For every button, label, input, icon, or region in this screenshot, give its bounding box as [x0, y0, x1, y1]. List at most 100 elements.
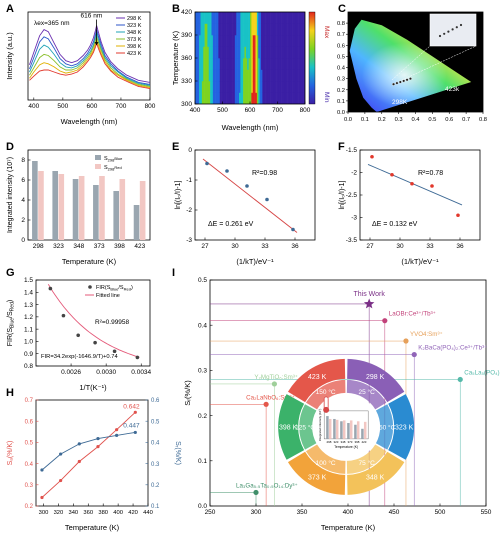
panel-i-ring-inner-label-0: 25 °C: [358, 388, 375, 396]
panel-b-heat-cell: [215, 58, 218, 70]
panel-b-heat-cell: [288, 23, 291, 36]
panel-b-heat-cell: [240, 35, 243, 47]
panel-b-heat-cell: [207, 12, 210, 24]
panel-i-inset-xtick: 423: [361, 440, 366, 444]
panel-d-xlabel: Temperature (K): [62, 257, 117, 266]
panel-b-heat-cell: [255, 58, 258, 70]
panel-b-heat-cell: [210, 58, 212, 70]
panel-d-bar-red-5: [139, 181, 146, 240]
panel-b-heat-cell: [296, 58, 299, 70]
panel-data-point-3: [430, 184, 434, 188]
panel-b-heat-cell: [234, 46, 237, 59]
panel-b-heat-cell: [197, 12, 200, 24]
panel-b-heat-cell: [245, 58, 248, 70]
panel-b-heat-cell: [251, 81, 254, 93]
panel-b-heat-cell: [258, 12, 260, 24]
panel-i-inset-xlabel: Temperature (K): [334, 445, 358, 449]
panel-b-heat-cell: [195, 23, 197, 36]
panel-i-inset-bar: [361, 428, 364, 439]
panel-b-heat-cell: [262, 92, 265, 104]
panel-b-heat-cell: [241, 92, 244, 104]
panel-b-heat-cell: [207, 69, 210, 82]
panel-ytick-label: -3: [351, 215, 357, 222]
panel-b-heat-cell: [284, 23, 287, 36]
panel-b-heat-cell: [255, 81, 258, 93]
panel-b-heat-cell: [225, 46, 227, 59]
panel-b-heat-cell: [285, 92, 288, 104]
panel-i-label-4: Ca₅La₅(PO₄)₂SiO₄F₂:Ce³⁺/Mn²⁺: [464, 369, 500, 376]
panel-i-inset-bar: [342, 420, 346, 439]
panel-fit-line: [202, 158, 298, 233]
panel-b-heat-cell: [240, 46, 243, 59]
panel-a-series-3: [29, 35, 150, 87]
panel-b-heat-cell: [207, 46, 210, 59]
panel-i-inset-bar: [347, 423, 350, 439]
panel-b-heat-cell: [201, 58, 204, 70]
panel-h-sensitivity: 300 320 340 360 380 400 420 440 0.2 0.3 0.4 0.5 0.6 0…: [7, 398, 181, 532]
panel-data-point-2: [410, 181, 414, 186]
panel-b-heat-cell: [272, 46, 274, 59]
panel-b-heat-cell: [269, 58, 271, 70]
panel-b-heat-cell: [236, 23, 238, 36]
panel-letter-a: A: [6, 3, 14, 15]
panel-b-heat-cell: [204, 12, 207, 24]
panel-b-heat-cell: [269, 81, 271, 93]
panel-b-heat-cell: [288, 12, 291, 24]
panel-c-white-region: [349, 19, 472, 112]
panel-b-heat-cell: [300, 23, 303, 36]
panel-b-heat-cell: [210, 92, 212, 104]
panel-b-heat-cell: [199, 23, 201, 36]
panel-i-xtick-label: 300: [251, 509, 262, 516]
panel-i-inset-xtick: 398: [354, 440, 359, 444]
panel-b-heat-cell: [280, 58, 282, 70]
panel-b-heat-cell: [284, 81, 287, 93]
panel-b-heat-cell: [250, 23, 252, 36]
panel-b-heat-cell: [292, 35, 295, 47]
panel-b-heat-cell: [267, 92, 270, 104]
panel-b-heat-cell: [283, 35, 285, 47]
panel-b-heat-cell: [211, 81, 214, 93]
panel-b-heat-cell: [292, 23, 295, 36]
panel-b-heat-cell: [284, 12, 287, 24]
panel-b-heat-cell: [210, 35, 212, 47]
panel-b-heat-cell: [278, 35, 281, 47]
panel-b-heat-cell: [267, 12, 270, 24]
panel-d-category-label: 348: [73, 243, 84, 250]
panel-b-heat-cell: [269, 92, 271, 104]
panel-b-heat-cell: [269, 46, 271, 59]
panel-b-heat-cell: [203, 92, 205, 104]
panel-i-inset-xtick: 373: [347, 440, 352, 444]
panel-c-ytick-label: 0.4: [337, 66, 346, 72]
panel-b-heat-cell: [270, 69, 273, 82]
panel-b-heat-cell: [277, 81, 280, 93]
panel-b-heat-cell: [237, 35, 240, 47]
panel-b-heat-cell: [252, 58, 255, 70]
panel-b-heat-cell: [225, 81, 227, 93]
panel-i-ylabel: Sᵣ(%/K): [183, 380, 192, 406]
panel-b-heat-cell: [254, 35, 256, 47]
panel-d-category-label: 423: [134, 243, 145, 250]
panel-b-heat-cell: [206, 23, 208, 36]
panel-b-heat-cell: [298, 23, 300, 36]
panel-b-heat-cell: [299, 92, 302, 104]
panel-b-heat-cell: [222, 58, 225, 70]
panel-b-heat-cell: [203, 35, 205, 47]
panel-b-heat-cell: [234, 92, 237, 104]
panel-b-heat-cell: [245, 46, 248, 59]
panel-b-heat-cell: [267, 58, 270, 70]
thermometer-icon-bulb: [323, 406, 330, 413]
panel-b-heat-cell: [289, 35, 292, 47]
panel-b-heat-cell: [263, 92, 266, 104]
panel-b-heat-cell: [217, 58, 219, 70]
panel-b-heat-cell: [215, 69, 218, 82]
panel-b-heat-cell: [272, 12, 274, 24]
panel-b-heat-cell: [251, 92, 254, 104]
panel-b-heat-cell: [269, 23, 271, 36]
panel-b-colorbar-max: Max: [323, 26, 330, 39]
panel-b-heat-cell: [272, 23, 274, 36]
panel-c-inset-point-5: [459, 23, 463, 27]
panel-b-heat-cell: [210, 69, 212, 82]
panel-b-heat-cell: [296, 81, 299, 93]
panel-b-heat-cell: [274, 12, 277, 24]
panel-h-xlabel: Temperature (K): [65, 523, 120, 532]
